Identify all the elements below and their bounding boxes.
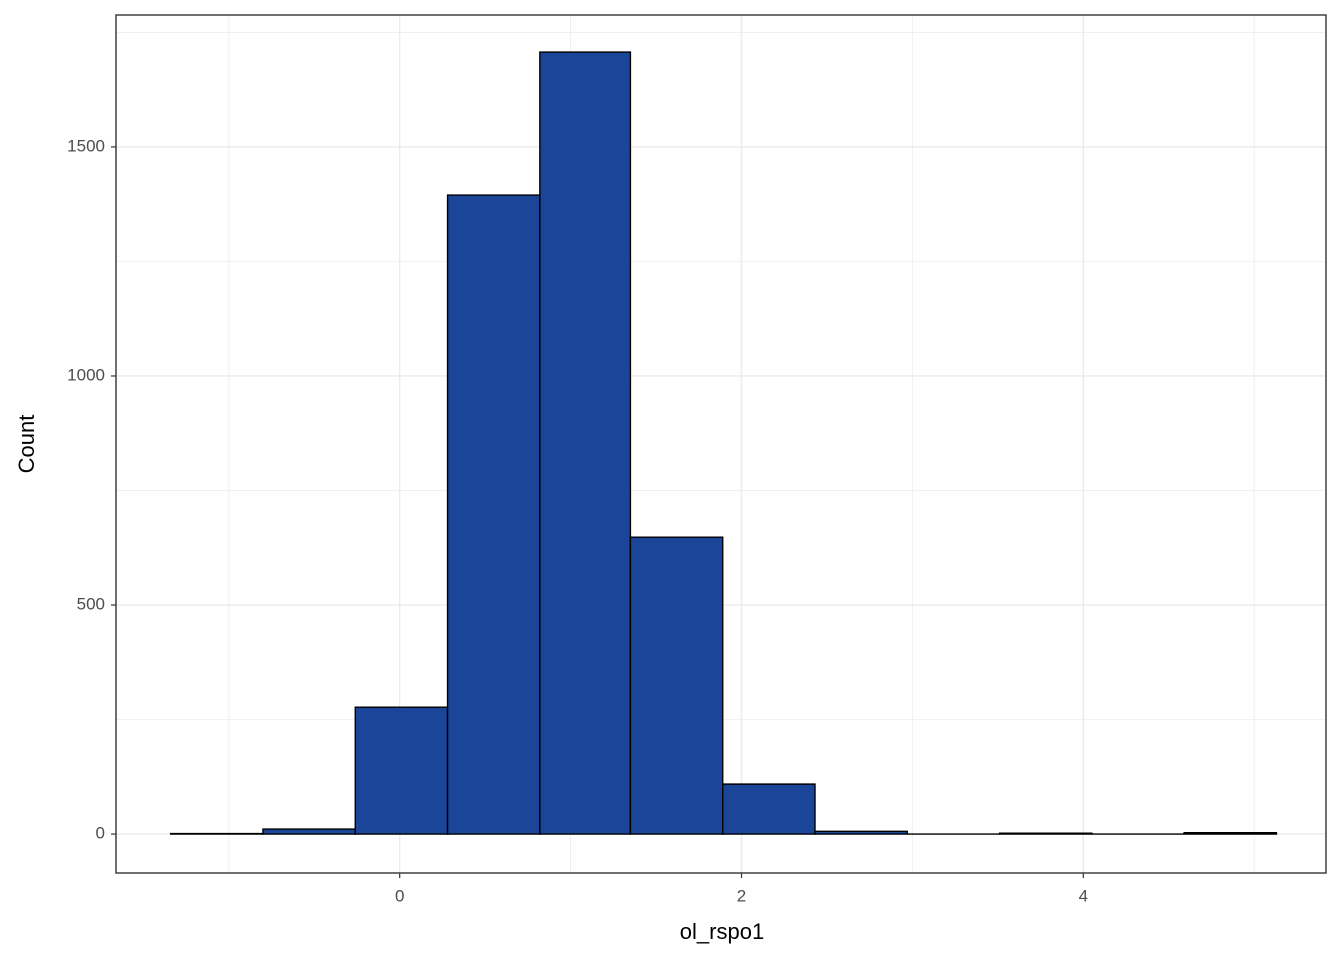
x-axis-title: ol_rspo1 (680, 919, 764, 944)
y-tick-label: 1000 (67, 365, 105, 384)
y-tick-label: 1500 (67, 136, 105, 155)
x-tick-label: 2 (737, 886, 746, 905)
y-tick-label: 0 (96, 824, 105, 843)
y-axis-title: Count (14, 415, 39, 474)
bar (814, 830, 908, 835)
x-tick-label: 0 (395, 886, 404, 905)
bar (539, 51, 632, 835)
bar (1183, 831, 1278, 835)
bar (998, 832, 1093, 835)
bar (446, 194, 541, 835)
bar (629, 536, 724, 835)
bar (262, 828, 356, 835)
y-tick-label: 500 (77, 595, 105, 614)
x-tick-label: 4 (1079, 886, 1088, 905)
panel-border (115, 14, 1327, 874)
bar (722, 783, 816, 835)
bar (354, 706, 449, 835)
